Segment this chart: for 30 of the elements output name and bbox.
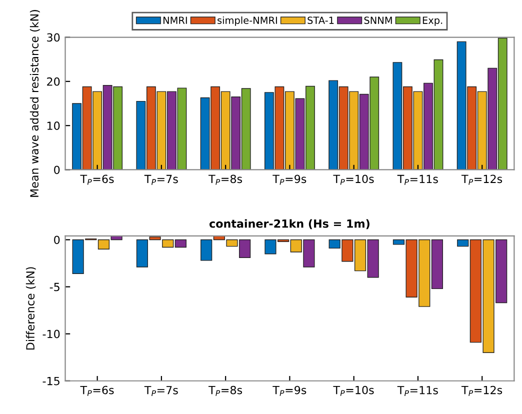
y-tick-label: 20 [47,77,60,86]
y-tick-label: -5 [50,282,60,292]
y-tick-label: 0 [54,166,60,174]
y-tick-label: 0 [54,236,60,244]
legend-label: SNNM [364,16,392,24]
x-tick-label: T$_{P}$=10s [333,174,374,185]
y-tick-label: -15 [42,377,60,386]
x-tick-label: T$_{P}$=10s [333,386,374,396]
x-tick-label: T$_{P}$=12s [461,386,502,396]
x-tick-label: T$_{P}$=7s [144,174,178,185]
x-tick-label: T$_{P}$=11s [397,174,438,185]
legend-label: NMRI [163,16,187,24]
legend-label: Exp. [422,16,442,26]
legend-label: simple-NMRI [218,16,277,26]
x-tick-label: T$_{P}$=9s [272,174,306,185]
x-tick-label: T$_{P}$=9s [272,386,306,396]
y-tick-label: -10 [42,330,60,338]
legend-label: STA-1 [308,16,334,24]
x-tick-label: T$_{P}$=12s [461,174,502,185]
chart-title: container-21kn (Hs = 1m) [210,219,370,230]
x-tick-label: T$_{P}$=11s [397,386,438,396]
x-tick-label: T$_{P}$=6s [80,386,114,396]
x-tick-label: T$_{P}$=8s [208,386,242,396]
y-axis-title: Mean wave added resistance (kN) [30,10,40,197]
y-tick-label: 10 [47,122,60,130]
x-tick-label: T$_{P}$=6s [80,174,114,185]
y-tick-label: 30 [47,33,60,42]
x-tick-label: T$_{P}$=8s [208,174,242,185]
y-axis-title: Difference (kN) [26,267,36,350]
x-tick-label: T$_{P}$=7s [144,386,178,396]
